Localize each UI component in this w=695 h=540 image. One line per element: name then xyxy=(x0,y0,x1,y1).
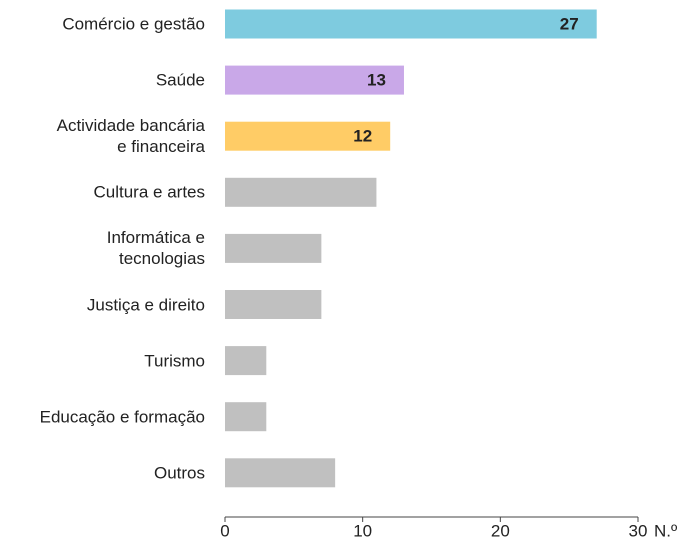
x-tick-label: 20 xyxy=(491,521,510,540)
bar xyxy=(225,9,597,39)
x-tick-label: 30 xyxy=(629,521,648,540)
y-tick-label: Educação e formação xyxy=(39,407,205,427)
bar xyxy=(225,233,322,263)
bar xyxy=(225,65,404,95)
bar xyxy=(225,402,267,432)
value-label: 27 xyxy=(560,14,579,33)
y-tick-label: Actividade bancária e financeira xyxy=(56,116,205,157)
x-tick-label: 10 xyxy=(353,521,372,540)
y-tick-label: Outros xyxy=(153,463,205,483)
y-tick-label: Comércio e gestão xyxy=(62,14,205,34)
bar xyxy=(225,346,267,376)
bar xyxy=(225,177,377,207)
y-tick-label: Justiça e direito xyxy=(86,295,205,314)
bar xyxy=(225,458,336,488)
bar xyxy=(225,290,322,319)
y-tick-label: Informática e tecnologias xyxy=(106,228,205,269)
y-tick-label: Saúde xyxy=(155,70,205,90)
y-tick-label: Cultura e artes xyxy=(93,182,206,202)
x-axis-label: N.º xyxy=(654,521,677,540)
x-tick-label: 0 xyxy=(220,521,229,540)
value-label: 13 xyxy=(367,71,386,90)
bar xyxy=(225,121,391,151)
y-tick-label: Turismo xyxy=(144,351,205,371)
value-label: 12 xyxy=(353,127,372,146)
